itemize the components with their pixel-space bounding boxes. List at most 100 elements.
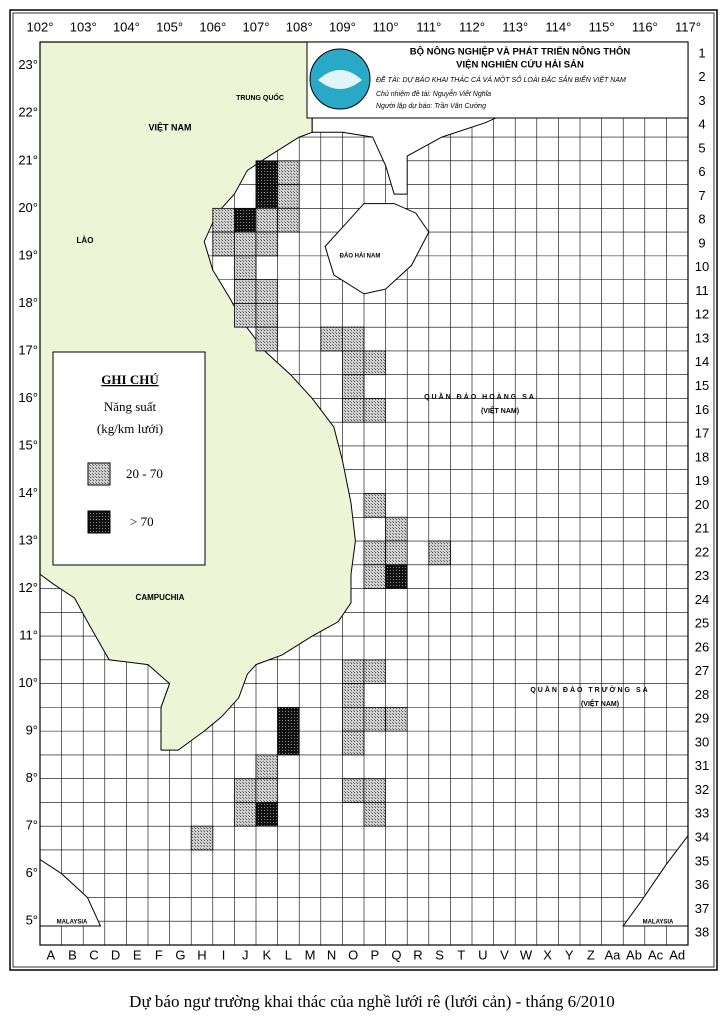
forecast-cell	[277, 706, 300, 732]
latitude-label: 13°	[18, 532, 38, 547]
place-label: (VIỆT NAM)	[581, 699, 619, 708]
forecast-cell	[428, 540, 451, 566]
row-label: 17	[695, 426, 709, 441]
legend-unit: (kg/km lưới)	[97, 421, 163, 436]
forecast-cell	[363, 564, 387, 589]
forecast-cell	[233, 802, 257, 827]
latitude-label: 22°	[18, 105, 38, 120]
forecast-cell	[255, 207, 279, 233]
latitude-label: 10°	[18, 675, 38, 690]
row-label: 9	[698, 235, 705, 250]
forecast-cell	[255, 302, 279, 328]
latitude-label: 14°	[18, 485, 38, 500]
header-box: BỘ NÔNG NGHIỆP VÀ PHÁT TRIỂN NÔNG THÔN V…	[306, 41, 689, 119]
row-label: 27	[695, 663, 709, 678]
outer-frame	[9, 9, 718, 971]
forecast-cell	[212, 231, 235, 257]
row-label: 5	[698, 140, 705, 155]
column-label: U	[478, 947, 487, 962]
row-label: 4	[698, 117, 705, 132]
place-label: MALAYSIA	[643, 920, 674, 926]
place-label: QUẦN ĐẢO TRƯỜNG SA	[530, 684, 649, 694]
header-lead: Chủ nhiệm đề tài: Nguyễn Viết Nghĩa	[376, 89, 491, 98]
row-label: 14	[695, 354, 709, 369]
longitude-label: 108°	[286, 19, 313, 34]
column-label: Z	[587, 947, 595, 962]
column-label: O	[348, 947, 358, 962]
forecast-cell	[233, 279, 257, 304]
place-label: CAMPUCHIA	[136, 593, 185, 602]
forecast-cell	[255, 802, 279, 827]
row-label: 32	[695, 782, 709, 797]
legend-swatch	[87, 510, 111, 534]
column-label: S	[435, 947, 444, 962]
row-label: 13	[695, 330, 709, 345]
forecast-cell	[363, 540, 387, 566]
column-label: M	[305, 947, 316, 962]
place-label: QUẦN ĐẢO HOÀNG SA	[424, 391, 536, 401]
place-label: (VIỆT NAM)	[481, 406, 519, 415]
row-label: 8	[698, 212, 705, 227]
column-label: T	[457, 947, 465, 962]
row-label: 37	[695, 901, 709, 916]
row-label: 16	[695, 402, 709, 417]
forecast-cell	[320, 326, 343, 352]
longitude-label: 116°	[632, 19, 658, 34]
longitude-label: 110°	[373, 19, 399, 34]
place-label: MALAYSIA	[57, 920, 88, 926]
forecast-cell	[255, 279, 279, 304]
forecast-cell	[255, 778, 279, 803]
forecast-cell	[363, 493, 387, 518]
forecast-cell	[341, 730, 365, 756]
latitude-label: 19°	[18, 247, 38, 262]
row-label: 2	[698, 69, 705, 84]
row-label: 29	[695, 711, 709, 726]
forecast-cell	[341, 374, 365, 399]
malaysia-west	[39, 858, 102, 927]
forecast-cell	[363, 778, 387, 803]
forecast-cell	[277, 207, 300, 233]
forecast-cell	[233, 302, 257, 328]
forecast-cell	[212, 207, 235, 233]
legend-frame	[52, 351, 206, 566]
row-label: 25	[695, 616, 709, 631]
forecast-cell	[341, 659, 365, 685]
longitude-label: 113°	[502, 19, 528, 34]
forecast-cell	[255, 184, 279, 209]
forecast-cell	[363, 659, 387, 685]
row-label: 1	[698, 45, 705, 60]
forecast-cell	[255, 326, 279, 352]
column-label: G	[175, 947, 185, 962]
forecast-cell	[363, 398, 387, 423]
latitude-label: 21°	[18, 152, 38, 167]
row-label: 21	[695, 521, 709, 536]
legend-subtitle: Năng suất	[104, 399, 157, 414]
row-label: 10	[695, 259, 709, 274]
row-label: 7	[698, 188, 705, 203]
forecast-cell	[233, 255, 257, 281]
forecast-cell	[233, 778, 257, 803]
row-label: 6	[698, 164, 705, 179]
latitude-label: 9°	[26, 723, 38, 738]
hainan	[324, 203, 430, 295]
row-label: 20	[695, 497, 709, 512]
column-label: K	[262, 947, 271, 962]
latitude-label: 16°	[18, 390, 38, 405]
place-label: LÀO	[77, 236, 94, 245]
column-label: C	[89, 947, 98, 962]
forecast-cell	[363, 802, 387, 827]
forecast-cell	[341, 326, 365, 352]
longitude-label: 114°	[545, 19, 571, 34]
row-label: 36	[695, 877, 709, 892]
column-label: H	[197, 947, 206, 962]
forecast-cell	[190, 825, 214, 851]
column-label: N	[327, 947, 336, 962]
forecast-cell	[385, 516, 408, 542]
latitude-label: 15°	[18, 437, 38, 452]
column-label: D	[111, 947, 120, 962]
forecast-cell	[363, 706, 387, 732]
longitude-label: 107°	[243, 19, 270, 34]
longitude-label: 112°	[459, 19, 485, 34]
borneo	[622, 834, 689, 927]
column-label: Y	[565, 947, 574, 962]
